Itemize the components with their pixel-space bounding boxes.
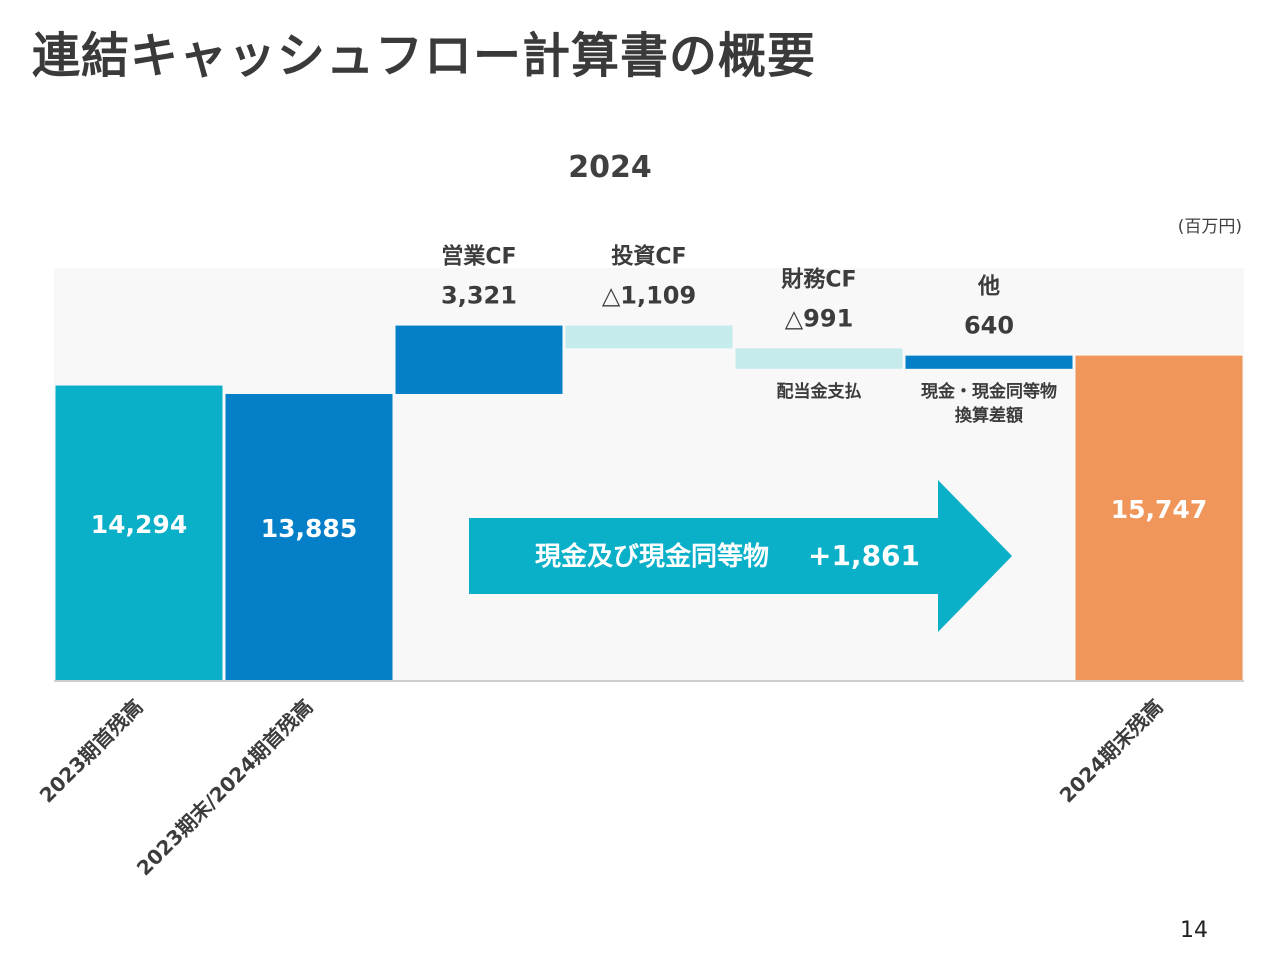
bar-3	[395, 325, 563, 394]
bar-2	[225, 393, 393, 680]
unit-label: (百万円)	[1177, 217, 1242, 237]
category-label: 2023期首残高	[35, 695, 148, 808]
category-label: 2024期末残高	[1055, 695, 1168, 808]
bar-1	[55, 385, 223, 680]
category-label: 財務CF	[781, 266, 856, 292]
bar-value-label: △1,109	[602, 282, 696, 310]
bar-value-label: 13,885	[261, 514, 357, 543]
bar-6	[905, 355, 1073, 369]
bar-value-label: 640	[964, 312, 1014, 340]
arrow-value: +1,861	[808, 539, 920, 572]
bar-value-label: 3,321	[441, 282, 517, 310]
bar-value-label: 15,747	[1111, 495, 1207, 524]
bar-5	[735, 348, 903, 369]
bar-4	[565, 325, 733, 349]
bar-value-label: △991	[785, 304, 854, 332]
bar-note-label: 配当金支払	[777, 381, 862, 402]
bar-value-label: 14,294	[91, 510, 187, 539]
category-label: 他	[977, 275, 1000, 300]
category-label: 投資CF	[611, 244, 686, 270]
chart-title: 2024	[568, 150, 652, 185]
bar-7	[1075, 355, 1243, 680]
page-number: 14	[1180, 918, 1208, 943]
bar-note-label: 換算差額	[955, 405, 1023, 426]
arrow-label: 現金及び現金同等物	[535, 541, 769, 572]
change-arrow	[469, 480, 1012, 632]
category-label: 2023期末/2024期首残高	[132, 695, 318, 881]
category-label: 営業CF	[441, 244, 516, 270]
bar-note-label: 現金・現金同等物	[921, 381, 1057, 402]
page-title: 連結キャッシュフロー計算書の概要	[32, 28, 817, 84]
